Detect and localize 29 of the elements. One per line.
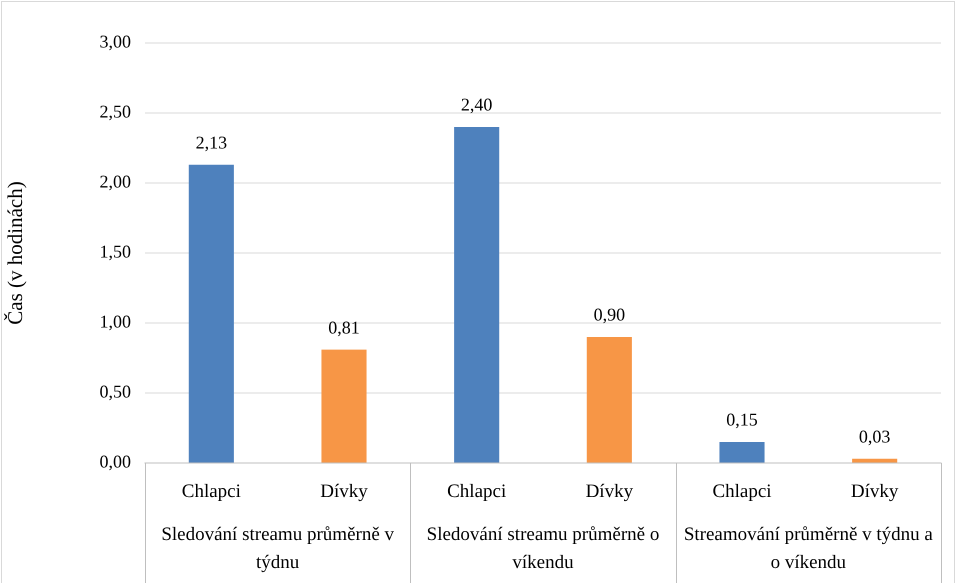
bar [454, 127, 500, 462]
series-label: Dívky [586, 480, 634, 502]
y-tick-label: 0,50 [100, 382, 131, 402]
bar [852, 458, 898, 462]
text: Chlapci [712, 480, 772, 502]
y-tick-label: 1,00 [100, 312, 131, 332]
x-tick-label: Streamování průměrně v týdnu a o víkendu [684, 524, 934, 573]
bar [719, 442, 765, 462]
series-label: Chlapci [182, 480, 241, 502]
y-tick-label: 2,50 [100, 102, 131, 122]
text: Dívky [320, 480, 368, 502]
x-tick-label: Sledování streamu průměrně o víkendu [426, 524, 660, 573]
data-label: 0,15 [726, 410, 758, 430]
y-tick-label: 0,00 [100, 452, 131, 472]
data-label: 0,90 [594, 304, 626, 325]
text: Dívky [850, 480, 898, 502]
x-tick-label: Sledování streamu průměrně v týdnu [161, 524, 395, 573]
bar [188, 164, 234, 462]
data-label: 0,81 [328, 317, 360, 338]
bar [321, 350, 367, 462]
y-tick-label: 2,00 [100, 172, 131, 192]
y-axis-title: Čas (v hodinách) [3, 181, 28, 325]
data-label: 2,13 [196, 132, 228, 153]
y-tick-label: 3,00 [100, 32, 131, 52]
data-label: 2,40 [460, 94, 492, 115]
bar [586, 337, 632, 462]
data-label: 0,03 [858, 426, 890, 447]
text: Chlapci [447, 480, 506, 502]
y-tick-label: 1,50 [100, 242, 131, 262]
